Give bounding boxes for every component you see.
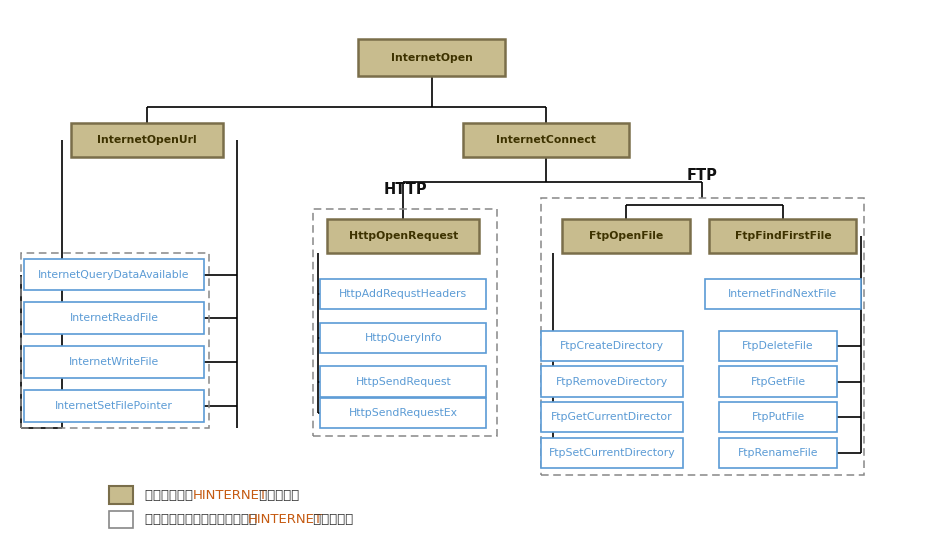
Bar bbox=[718, 402, 837, 433]
Text: HINTERNET: HINTERNET bbox=[248, 513, 323, 526]
Text: HttpQueryInfo: HttpQueryInfo bbox=[364, 333, 442, 343]
Text: InternetWriteFile: InternetWriteFile bbox=[68, 357, 159, 367]
Bar bbox=[24, 390, 204, 422]
Text: InternetConnect: InternetConnect bbox=[495, 135, 596, 145]
Bar bbox=[709, 219, 856, 253]
Bar bbox=[321, 323, 486, 353]
Bar bbox=[718, 367, 837, 396]
Text: FtpDeleteFile: FtpDeleteFile bbox=[742, 341, 814, 351]
Bar bbox=[704, 279, 861, 309]
Bar bbox=[109, 486, 133, 504]
Text: InternetFindNextFile: InternetFindNextFile bbox=[728, 289, 838, 299]
Text: HTTP: HTTP bbox=[383, 182, 427, 197]
Text: HttpSendRequestEx: HttpSendRequestEx bbox=[349, 408, 457, 418]
Bar bbox=[359, 39, 505, 76]
Bar bbox=[321, 397, 486, 428]
Text: 表示使用与其相连的阴影函数的: 表示使用与其相连的阴影函数的 bbox=[145, 513, 261, 526]
Text: FtpPutFile: FtpPutFile bbox=[752, 412, 805, 422]
Bar bbox=[21, 253, 209, 428]
Text: FtpCreateDirectory: FtpCreateDirectory bbox=[560, 341, 664, 351]
Bar bbox=[718, 438, 837, 468]
Text: FtpGetCurrentDirector: FtpGetCurrentDirector bbox=[551, 412, 673, 422]
Text: 表示返回值为: 表示返回值为 bbox=[145, 489, 197, 502]
Text: 句柄的函数: 句柄的函数 bbox=[309, 513, 353, 526]
Bar bbox=[313, 209, 497, 436]
Bar bbox=[71, 123, 223, 157]
Text: InternetOpen: InternetOpen bbox=[391, 53, 473, 63]
Bar bbox=[462, 123, 628, 157]
Text: FtpRenameFile: FtpRenameFile bbox=[738, 448, 818, 458]
Text: InternetSetFilePointer: InternetSetFilePointer bbox=[55, 401, 173, 411]
Bar bbox=[321, 279, 486, 309]
Bar bbox=[541, 198, 864, 475]
Bar bbox=[718, 330, 837, 361]
Text: FtpGetFile: FtpGetFile bbox=[751, 377, 806, 386]
Bar bbox=[541, 330, 683, 361]
Bar bbox=[541, 438, 683, 468]
Text: HINTERNET: HINTERNET bbox=[193, 489, 268, 502]
Bar bbox=[24, 302, 204, 334]
Bar bbox=[321, 367, 486, 396]
Text: InternetQueryDataAvailable: InternetQueryDataAvailable bbox=[38, 270, 190, 279]
Text: FtpOpenFile: FtpOpenFile bbox=[589, 231, 663, 241]
Bar bbox=[24, 346, 204, 378]
Bar bbox=[327, 219, 479, 253]
Bar bbox=[109, 511, 133, 528]
Bar bbox=[541, 367, 683, 396]
Text: FtpSetCurrentDirectory: FtpSetCurrentDirectory bbox=[549, 448, 676, 458]
Text: HttpAddRequstHeaders: HttpAddRequstHeaders bbox=[339, 289, 468, 299]
Bar bbox=[562, 219, 691, 253]
Bar bbox=[541, 402, 683, 433]
Text: FtpFindFirstFile: FtpFindFirstFile bbox=[735, 231, 831, 241]
Text: HttpOpenRequest: HttpOpenRequest bbox=[348, 231, 458, 241]
Text: FTP: FTP bbox=[687, 168, 717, 183]
Text: FtpRemoveDirectory: FtpRemoveDirectory bbox=[556, 377, 668, 386]
Text: HttpSendRequest: HttpSendRequest bbox=[356, 377, 451, 386]
Text: InternetOpenUrl: InternetOpenUrl bbox=[98, 135, 196, 145]
Bar bbox=[24, 259, 204, 290]
Text: InternetReadFile: InternetReadFile bbox=[69, 313, 158, 323]
Text: 句柄的函数: 句柄的函数 bbox=[254, 489, 299, 502]
